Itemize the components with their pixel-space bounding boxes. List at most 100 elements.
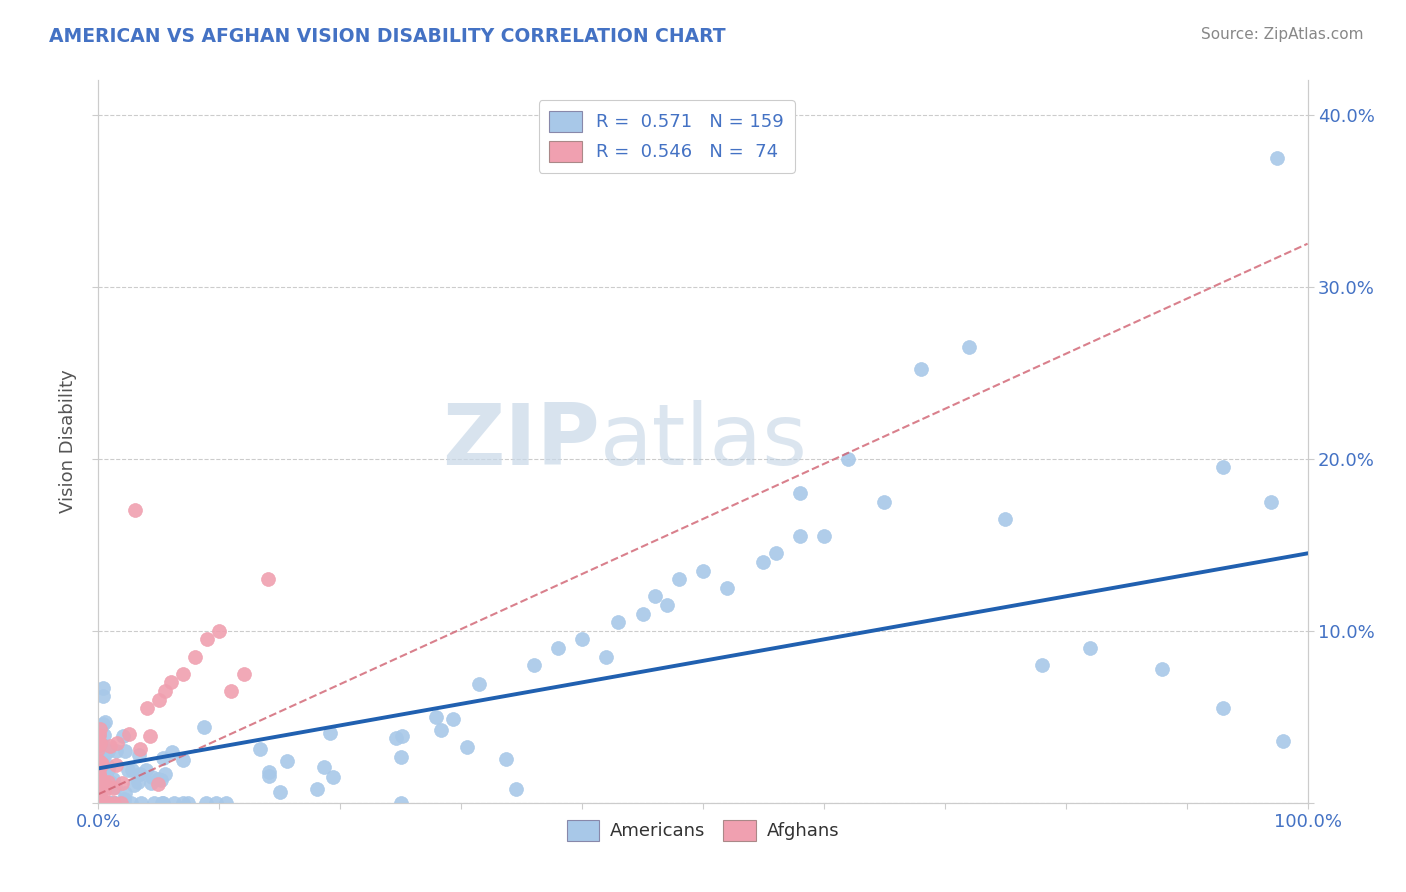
Point: [89, 796, 111, 810]
Point: [789, 486, 811, 500]
Point: [391, 729, 413, 743]
Point: [425, 710, 447, 724]
Point: [96, 796, 118, 810]
Point: [135, 763, 157, 777]
Point: [87, 755, 110, 769]
Point: [87, 796, 110, 810]
Point: [98, 796, 121, 810]
Point: [94, 714, 117, 729]
Text: atlas: atlas: [600, 400, 808, 483]
Point: [105, 735, 128, 749]
Point: [103, 796, 125, 810]
Point: [195, 632, 218, 647]
Point: [89, 769, 111, 783]
Point: [120, 796, 142, 810]
Point: [1212, 460, 1234, 475]
Point: [87, 727, 110, 741]
Point: [910, 362, 932, 376]
Point: [89, 789, 111, 804]
Point: [87, 795, 110, 809]
Point: [94, 796, 117, 810]
Point: [93, 747, 115, 761]
Point: [505, 782, 527, 797]
Point: [114, 786, 136, 800]
Point: [91, 796, 114, 810]
Point: [385, 731, 408, 746]
Point: [87, 796, 110, 810]
Point: [87, 754, 110, 768]
Point: [114, 744, 136, 758]
Text: AMERICAN VS AFGHAN VISION DISABILITY CORRELATION CHART: AMERICAN VS AFGHAN VISION DISABILITY COR…: [49, 27, 725, 45]
Point: [87, 781, 110, 796]
Point: [139, 776, 162, 790]
Point: [644, 590, 666, 604]
Point: [90, 796, 112, 810]
Point: [91, 716, 114, 731]
Point: [163, 796, 186, 810]
Point: [129, 767, 152, 781]
Point: [89, 757, 111, 772]
Point: [117, 764, 139, 778]
Point: [91, 796, 114, 810]
Point: [96, 796, 118, 810]
Point: [87, 796, 110, 810]
Point: [96, 796, 118, 810]
Point: [87, 781, 110, 796]
Point: [89, 788, 111, 802]
Point: [91, 756, 114, 771]
Point: [91, 681, 114, 696]
Point: [104, 780, 127, 794]
Point: [143, 796, 166, 810]
Point: [172, 796, 194, 810]
Point: [124, 503, 146, 517]
Point: [87, 780, 110, 794]
Point: [87, 796, 110, 810]
Point: [87, 765, 110, 780]
Point: [789, 529, 811, 543]
Point: [105, 743, 128, 757]
Point: [87, 796, 110, 810]
Point: [215, 796, 238, 810]
Point: [87, 796, 110, 810]
Point: [93, 796, 115, 810]
Point: [112, 796, 135, 810]
Point: [103, 796, 125, 810]
Point: [148, 692, 170, 706]
Point: [87, 795, 110, 809]
Point: [1267, 151, 1289, 165]
Point: [91, 796, 114, 810]
Point: [523, 658, 546, 673]
Point: [90, 742, 112, 756]
Point: [101, 780, 124, 795]
Point: [93, 796, 115, 810]
Point: [87, 796, 110, 810]
Point: [160, 675, 183, 690]
Point: [873, 494, 896, 508]
Point: [716, 581, 738, 595]
Point: [87, 796, 110, 810]
Point: [89, 796, 111, 810]
Point: [994, 512, 1017, 526]
Point: [89, 792, 111, 806]
Point: [96, 758, 118, 772]
Point: [1031, 658, 1053, 673]
Point: [153, 766, 176, 780]
Point: [655, 598, 678, 612]
Point: [100, 796, 122, 810]
Point: [91, 738, 114, 752]
Point: [87, 758, 110, 772]
Point: [87, 769, 110, 783]
Point: [89, 796, 111, 810]
Point: [112, 792, 135, 806]
Point: [193, 720, 215, 734]
Point: [1260, 494, 1282, 508]
Point: [89, 756, 111, 771]
Point: [87, 781, 110, 796]
Point: [97, 762, 120, 776]
Point: [128, 747, 150, 762]
Point: [430, 723, 453, 737]
Point: [87, 796, 110, 810]
Point: [150, 796, 173, 810]
Point: [87, 796, 110, 810]
Point: [87, 727, 110, 741]
